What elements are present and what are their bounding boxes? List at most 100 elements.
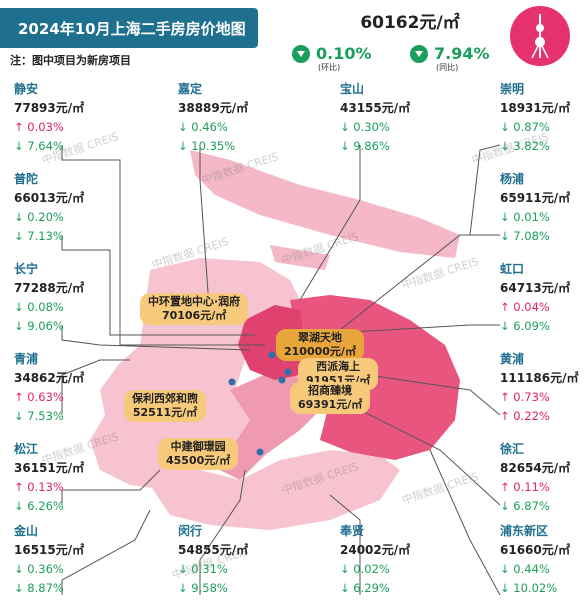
district-mom: ↓ 0.44% xyxy=(500,562,550,576)
district-qingpu: 青浦 34862元/㎡ ↑ 0.63% ↓ 7.53% xyxy=(14,350,94,426)
district-name: 杨浦 xyxy=(500,172,525,186)
district-name: 黄浦 xyxy=(500,352,525,366)
city-mom-label: (环比) xyxy=(318,63,341,72)
district-minhang: 闵行 54855元/㎡ ↓ 0.31% ↓ 9.58% xyxy=(178,522,258,598)
district-price: 64713元/㎡ xyxy=(500,281,571,295)
central-city xyxy=(238,305,305,380)
district-mom: ↓ 0.20% xyxy=(14,210,64,224)
south-region xyxy=(150,450,400,530)
district-yoy: ↓ 7.13% xyxy=(14,229,64,243)
district-yoy: ↓ 6.87% xyxy=(500,499,550,513)
project-name: 西派海上 xyxy=(316,360,361,373)
district-price: 54855元/㎡ xyxy=(178,543,249,557)
district-name: 闵行 xyxy=(178,524,203,538)
district-yoy: ↓ 6.09% xyxy=(500,319,550,333)
district-price: 24002元/㎡ xyxy=(340,543,411,557)
district-yoy: ↓ 3.82% xyxy=(500,139,550,153)
down-arrow-icon xyxy=(410,44,428,63)
district-price: 36151元/㎡ xyxy=(14,461,85,475)
leader-lines xyxy=(61,144,501,596)
district-price: 82654元/㎡ xyxy=(500,461,571,475)
district-yoy: ↓ 6.26% xyxy=(14,499,64,513)
oriental-pearl-tower-icon xyxy=(510,6,570,66)
district-mom: ↓ 0.87% xyxy=(500,120,550,134)
district-yoy: ↓ 10.35% xyxy=(178,139,236,153)
district-xuhui: 徐汇 82654元/㎡ ↑ 0.11% ↓ 6.87% xyxy=(500,440,580,516)
district-fengxian: 奉贤 24002元/㎡ ↓ 0.02% ↓ 6.29% xyxy=(340,522,420,598)
project-price: 210000元/㎡ xyxy=(284,345,356,358)
district-jingan: 静安 77893元/㎡ ↑ 0.03% ↓ 7.64% xyxy=(14,80,94,156)
project-label: 招商臻境 69391元/㎡ xyxy=(290,382,371,414)
city-yoy-value: 7.94% xyxy=(434,44,490,63)
district-price: 43155元/㎡ xyxy=(340,101,411,115)
district-mom: ↓ 0.02% xyxy=(340,562,390,576)
project-dots xyxy=(228,316,292,456)
district-yoy: ↓ 7.64% xyxy=(14,139,64,153)
district-yoy: ↓ 7.08% xyxy=(500,229,550,243)
city-mom-change: 0.10% (环比) xyxy=(292,44,372,72)
district-yoy: ↓ 6.29% xyxy=(340,581,390,595)
changxing-island xyxy=(270,245,330,270)
district-mom: ↑ 0.03% xyxy=(14,120,64,134)
district-name: 徐汇 xyxy=(500,442,525,456)
district-changning: 长宁 77288元/㎡ ↓ 0.08% ↓ 9.06% xyxy=(14,260,94,336)
east-islet xyxy=(400,344,414,358)
district-price: 111186元/㎡ xyxy=(500,371,579,385)
district-pudong: 浦东新区 61660元/㎡ ↓ 0.44% ↓ 10.02% xyxy=(500,522,580,598)
district-name: 嘉定 xyxy=(178,82,203,96)
project-name: 招商臻境 xyxy=(308,384,353,397)
district-price: 38889元/㎡ xyxy=(178,101,249,115)
project-price: 69391元/㎡ xyxy=(298,398,363,411)
project-label: 中环置地中心·润府 70106元/㎡ xyxy=(140,293,249,325)
district-jinshan: 金山 16515元/㎡ ↓ 0.36% ↓ 8.87% xyxy=(14,522,94,598)
project-name: 中环置地中心·润府 xyxy=(148,295,241,308)
district-hongkou: 虹口 64713元/㎡ ↑ 0.04% ↓ 6.09% xyxy=(500,260,580,336)
project-price: 52511元/㎡ xyxy=(132,406,198,419)
district-price: 77893元/㎡ xyxy=(14,101,85,115)
city-mom-value: 0.10% xyxy=(316,44,372,63)
district-yoy: ↓ 7.53% xyxy=(14,409,64,423)
district-mom: ↑ 0.63% xyxy=(14,390,64,404)
district-price: 18931元/㎡ xyxy=(500,101,571,115)
district-chongming: 崇明 18931元/㎡ ↓ 0.87% ↓ 3.82% xyxy=(500,80,580,156)
down-arrow-icon xyxy=(292,44,310,63)
district-mom: ↓ 0.30% xyxy=(340,120,390,134)
district-price: 77288元/㎡ xyxy=(14,281,85,295)
district-huangpu: 黄浦 111186元/㎡ ↑ 0.73% ↑ 0.22% xyxy=(500,350,580,426)
district-yoy: ↓ 9.58% xyxy=(178,581,228,595)
project-name: 中建御璟园 xyxy=(170,440,226,453)
district-name: 青浦 xyxy=(14,352,39,366)
project-name: 保利西郊和煦 xyxy=(132,392,198,405)
district-name: 金山 xyxy=(14,524,39,538)
district-name: 静安 xyxy=(14,82,39,96)
project-label: 中建御璟园 45500元/㎡ xyxy=(158,438,239,470)
district-price: 16515元/㎡ xyxy=(14,543,85,557)
project-label: 保利西郊和煦 52511元/㎡ xyxy=(124,390,206,422)
district-name: 浦东新区 xyxy=(500,524,549,538)
district-price: 61660元/㎡ xyxy=(500,543,571,557)
district-price: 34862元/㎡ xyxy=(14,371,85,385)
district-mom: ↓ 0.08% xyxy=(14,300,64,314)
district-name: 长宁 xyxy=(14,262,39,276)
district-songjiang: 松江 36151元/㎡ ↑ 0.13% ↓ 6.26% xyxy=(14,440,94,516)
district-mom: ↑ 0.73% xyxy=(500,390,550,404)
district-yoy: ↓ 8.87% xyxy=(14,581,64,595)
district-price: 66013元/㎡ xyxy=(14,191,85,205)
project-label: 翠湖天地 210000元/㎡ xyxy=(276,329,364,361)
district-yoy: ↓ 9.86% xyxy=(340,139,390,153)
district-mom: ↓ 0.36% xyxy=(14,562,64,576)
district-yoy: ↑ 0.22% xyxy=(500,409,550,423)
district-mom: ↑ 0.13% xyxy=(14,480,64,494)
note-text: 注：图中项目为新房项目 xyxy=(10,54,131,67)
city-yoy-label: (同比) xyxy=(436,63,459,72)
project-price: 45500元/㎡ xyxy=(166,454,231,467)
project-price: 70106元/㎡ xyxy=(161,309,227,322)
district-name: 虹口 xyxy=(500,262,525,276)
district-name: 宝山 xyxy=(340,82,365,96)
city-yoy-change: 7.94% (同比) xyxy=(410,44,490,72)
district-baoshan: 宝山 43155元/㎡ ↓ 0.30% ↓ 9.86% xyxy=(340,80,420,156)
district-mom: ↓ 0.46% xyxy=(178,120,228,134)
district-yoy: ↓ 10.02% xyxy=(500,581,558,595)
district-name: 松江 xyxy=(14,442,39,456)
district-mom: ↓ 0.01% xyxy=(500,210,550,224)
